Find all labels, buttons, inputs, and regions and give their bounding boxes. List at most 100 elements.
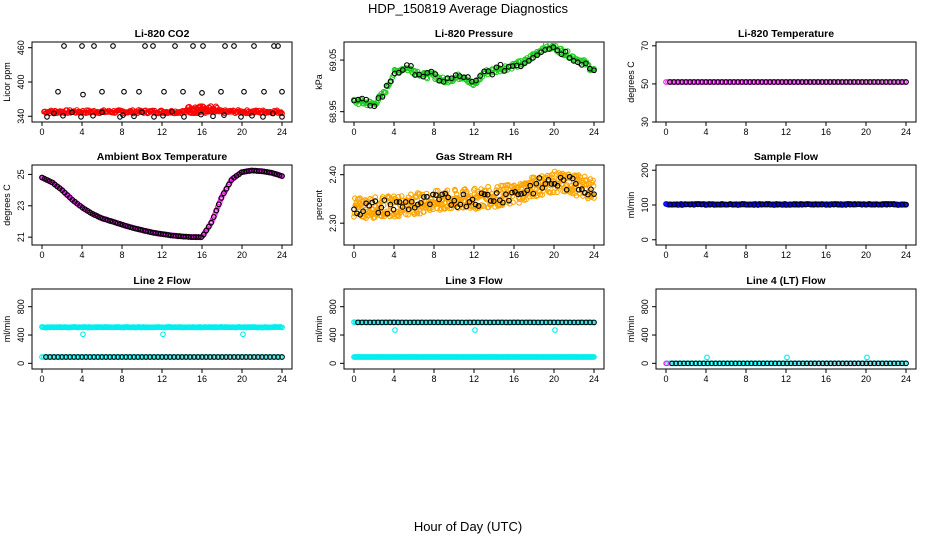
data-point: [448, 75, 455, 82]
data-point: [703, 202, 709, 208]
panel-p3: Li-820 Temperature degrees C 0 4 8 12 16 20 24 30…: [626, 28, 917, 137]
data-point: [271, 43, 277, 49]
data-point: [485, 183, 491, 190]
data-point: [260, 354, 267, 360]
data-point: [435, 319, 441, 326]
data-point: [743, 201, 749, 208]
data-point: [778, 360, 784, 367]
panel-p5: Gas Stream RH percent 0 4 8 12 16 20 24 2.30 2.40: [314, 151, 605, 260]
data-point: [743, 79, 749, 85]
y-axis-label: ml/min: [314, 316, 324, 343]
data-point: [875, 360, 882, 367]
data-point: [471, 319, 477, 326]
data-point: [442, 190, 448, 197]
data-point: [396, 199, 403, 205]
data-point: [526, 58, 532, 64]
data-point: [752, 360, 759, 367]
data-point: [473, 77, 479, 84]
x-tick-label: 12: [469, 250, 479, 260]
data-point: [719, 79, 725, 85]
data-point: [683, 360, 690, 367]
data-point: [411, 204, 418, 211]
data-point: [271, 354, 277, 360]
series-pressure-hourly-black-: [351, 44, 597, 110]
series-line-2-low-hourly-black-: [43, 354, 285, 360]
data-point: [111, 354, 117, 360]
data-point: [707, 201, 713, 208]
data-point: [427, 319, 433, 326]
data-point: [696, 360, 703, 367]
data-point: [815, 201, 821, 208]
data-point: [90, 112, 96, 119]
data-point: [135, 354, 141, 360]
points-layer: [663, 354, 909, 367]
data-point: [269, 169, 275, 176]
data-point: [901, 360, 907, 367]
data-point: [891, 360, 897, 367]
data-point: [534, 52, 540, 59]
data-point: [190, 43, 196, 49]
data-point: [893, 360, 899, 367]
data-point: [61, 43, 67, 49]
points-layer: [663, 200, 909, 208]
data-point: [843, 79, 849, 85]
data-point: [791, 201, 797, 208]
data-point: [487, 319, 493, 326]
data-point: [241, 168, 247, 175]
data-point: [827, 202, 833, 208]
data-point: [163, 354, 169, 360]
x-tick-label: 12: [781, 127, 791, 137]
data-point: [175, 354, 181, 360]
data-point: [266, 169, 273, 176]
data-point: [472, 201, 479, 208]
data-point: [811, 360, 818, 367]
data-point: [770, 360, 776, 367]
x-tick-label: 0: [39, 250, 44, 260]
points-layer: [39, 167, 285, 241]
data-point: [479, 319, 485, 326]
data-point: [119, 354, 125, 360]
plot-frame: [655, 288, 917, 370]
data-point: [439, 319, 445, 326]
data-point: [112, 219, 119, 226]
data-point: [799, 201, 805, 208]
x-tick-label: 20: [861, 374, 871, 384]
data-point: [768, 360, 775, 367]
data-point: [796, 360, 802, 367]
x-tick-label: 16: [821, 374, 831, 384]
data-point: [79, 43, 85, 49]
data-point: [151, 114, 157, 120]
data-point: [142, 228, 149, 234]
data-point: [45, 354, 51, 360]
data-point: [562, 48, 569, 55]
data-point: [452, 187, 459, 194]
data-point: [863, 201, 869, 208]
data-point: [273, 354, 279, 360]
x-tick-label: 20: [237, 374, 247, 384]
data-point: [483, 319, 489, 326]
data-point: [55, 354, 61, 360]
data-point: [519, 319, 525, 326]
data-point: [428, 68, 435, 75]
series-line-4-spikes-cyan-: [704, 354, 870, 361]
x-tick-label: 20: [549, 374, 559, 384]
data-point: [855, 201, 861, 208]
data-point: [423, 190, 430, 197]
data-point: [819, 79, 825, 85]
x-tick-label: 0: [351, 127, 356, 137]
data-point: [526, 193, 533, 200]
data-point: [140, 227, 146, 234]
data-point: [533, 180, 540, 187]
series-line-4-start-magenta-: [663, 360, 670, 367]
y-tick-label: 800: [640, 299, 650, 314]
data-point: [493, 190, 500, 196]
x-tick-label: 4: [79, 250, 84, 260]
data-point: [903, 201, 909, 208]
data-point: [248, 354, 255, 360]
panel-title: Gas Stream RH: [436, 151, 512, 163]
data-point: [724, 360, 731, 367]
data-point: [414, 210, 421, 217]
data-point: [419, 319, 425, 326]
data-point: [69, 354, 76, 360]
data-point: [191, 354, 197, 360]
